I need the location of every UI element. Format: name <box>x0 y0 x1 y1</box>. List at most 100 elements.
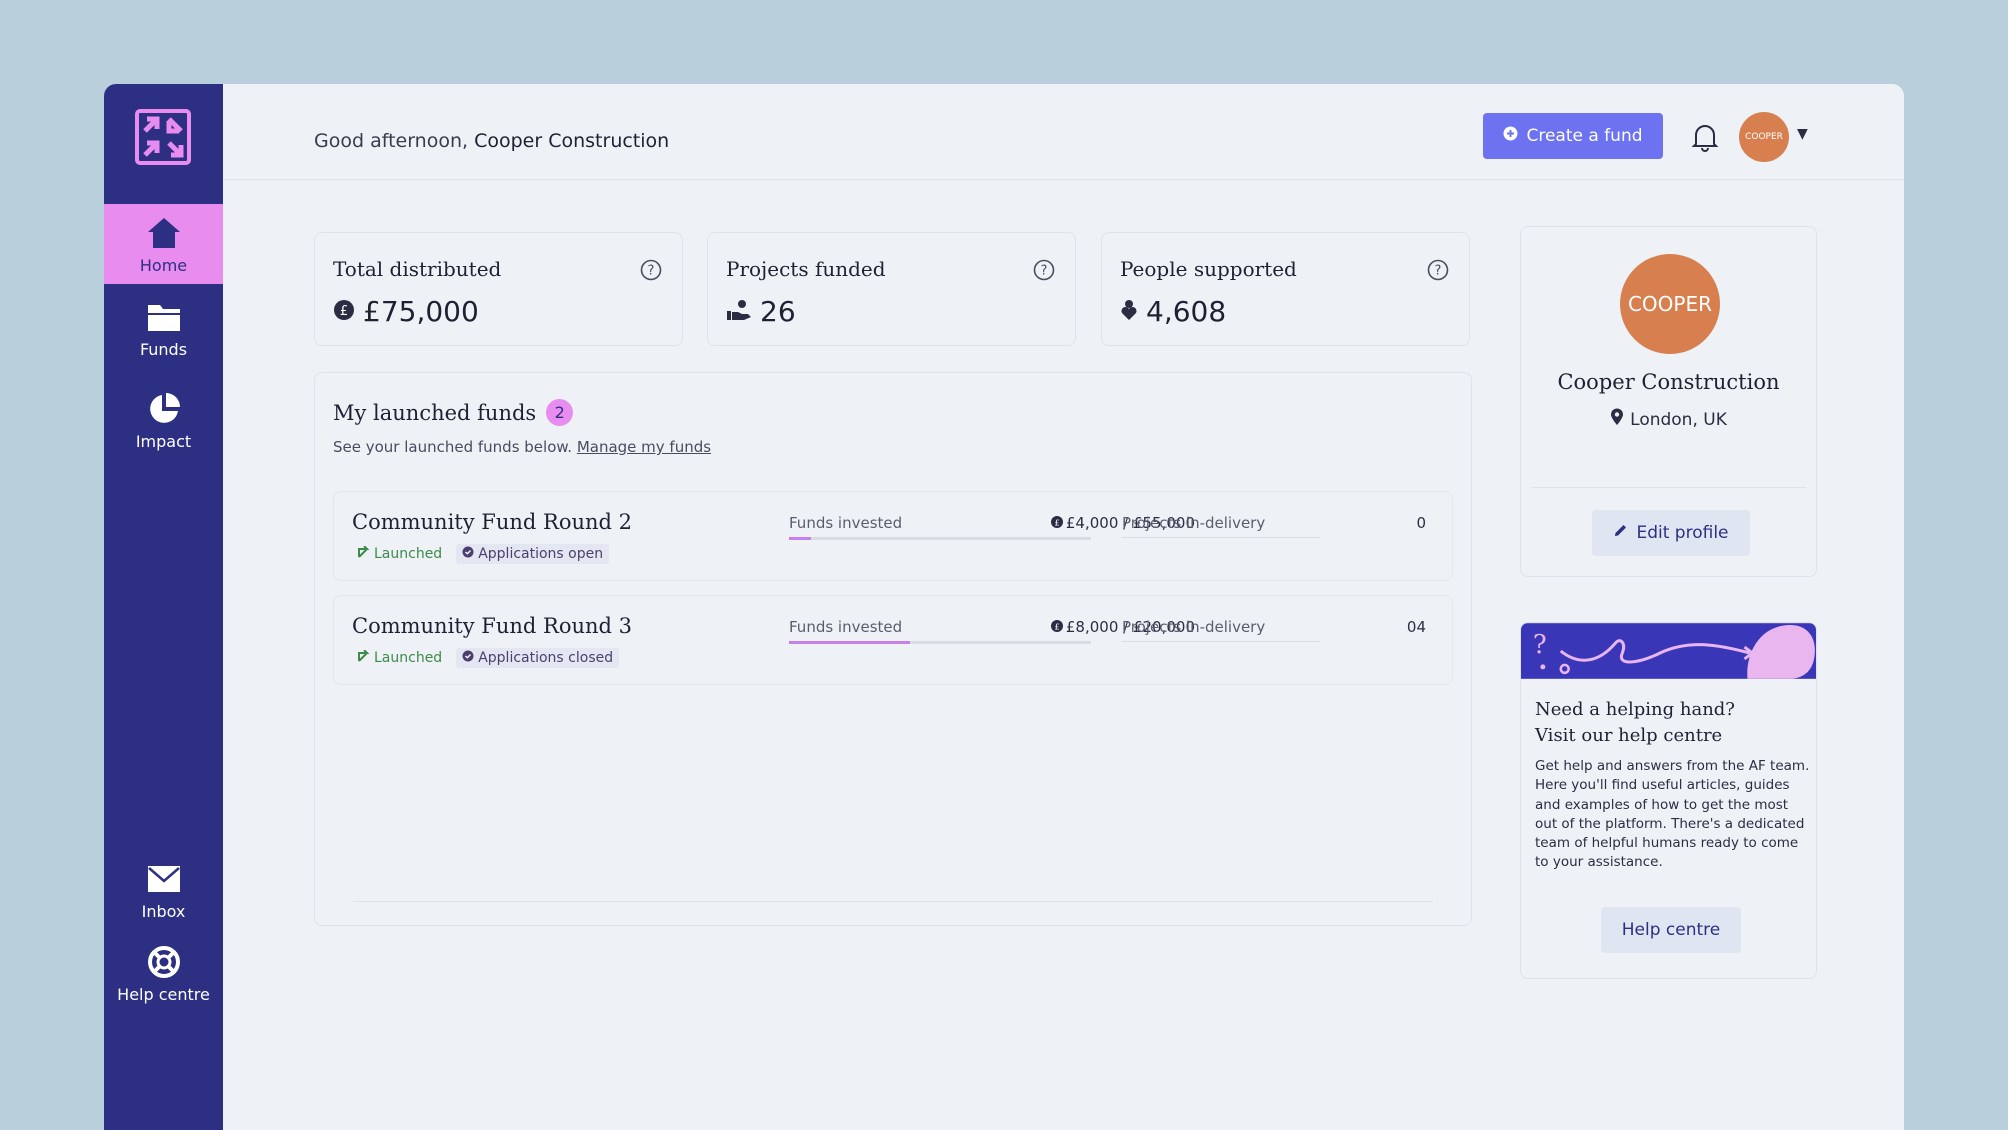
svg-text:?: ? <box>1435 264 1442 279</box>
projects-in-delivery-label: Projects in-delivery <box>1122 514 1266 532</box>
applications-text: Applications open <box>478 546 604 562</box>
pound-coin-icon: £ <box>1050 618 1063 636</box>
pound-coin-icon: £ <box>333 295 355 328</box>
greeting-prefix: Good afternoon, <box>314 130 469 152</box>
stat-value: £ £75,000 <box>333 295 479 328</box>
avatar-text: COOPER <box>1745 132 1783 142</box>
fund-name: Community Fund Round 2 <box>352 510 633 534</box>
greeting: Good afternoon, Cooper Construction <box>314 130 669 152</box>
invested-amount: £8,000 / £20,000 <box>1065 618 1195 636</box>
map-pin-icon <box>1610 408 1624 431</box>
profile-avatar: COOPER <box>1620 254 1720 354</box>
launched-tag: Launched <box>352 648 448 668</box>
top-bar: Good afternoon, Cooper Construction Crea… <box>223 84 1904 180</box>
applications-tag: Applications closed <box>456 648 620 668</box>
user-avatar[interactable]: COOPER <box>1739 112 1789 162</box>
check-circle-icon <box>462 650 474 666</box>
launched-funds-panel: My launched funds 2 See your launched fu… <box>314 372 1472 926</box>
stat-card-total-distributed: Total distributed £ £75,000 ? <box>314 232 683 346</box>
fund-row[interactable]: Community Fund Round 3 Launched Applicat… <box>333 595 1453 685</box>
invested-amount: £4,000 / £55,000 <box>1065 514 1195 532</box>
envelope-icon <box>145 860 183 898</box>
svg-text:?: ? <box>648 264 655 279</box>
sidebar-item-home[interactable]: Home <box>104 204 223 284</box>
sidebar-item-label: Help centre <box>117 985 210 1004</box>
sidebar-item-impact[interactable]: Impact <box>104 390 223 451</box>
help-centre-button[interactable]: Help centre <box>1601 907 1741 953</box>
svg-text:£: £ <box>1054 623 1059 632</box>
home-icon <box>145 214 183 252</box>
create-fund-label: Create a fund <box>1526 126 1643 146</box>
funds-invested-value: £ £4,000 / £55,000 <box>1050 514 1195 532</box>
applications-tag: Applications open <box>456 544 610 564</box>
subtitle-text: See your launched funds below. <box>333 438 573 456</box>
fund-tags: Launched Applications open <box>352 544 610 564</box>
fund-tags: Launched Applications closed <box>352 648 620 668</box>
stat-number: 4,608 <box>1146 295 1227 328</box>
stat-label: Projects funded <box>726 257 886 281</box>
status-text: Launched <box>374 546 443 562</box>
folder-icon <box>145 298 183 336</box>
sidebar-item-inbox[interactable]: Inbox <box>104 860 223 921</box>
stat-number: 26 <box>760 295 796 328</box>
manage-funds-link[interactable]: Manage my funds <box>576 438 712 456</box>
pie-chart-icon <box>145 390 183 428</box>
location-text: London, UK <box>1630 409 1727 430</box>
funds-invested-progress <box>789 537 1091 540</box>
chevron-down-icon[interactable]: ▼ <box>1797 126 1808 142</box>
help-card-title: Need a helping hand? Visit our help cent… <box>1535 697 1805 749</box>
app-window: Home Funds Impact Inbox Help centre <box>104 84 1904 1130</box>
fund-row[interactable]: Community Fund Round 2 Launched Applicat… <box>333 491 1453 581</box>
avatar-text: COOPER <box>1627 292 1713 316</box>
app-logo[interactable] <box>135 109 191 165</box>
divider <box>1531 487 1806 488</box>
divider-line <box>1122 537 1320 538</box>
funds-invested-value: £ £8,000 / £20,000 <box>1050 618 1195 636</box>
question-icon[interactable]: ? <box>1427 259 1449 281</box>
panel-divider <box>353 901 1433 902</box>
profile-name: Cooper Construction <box>1557 370 1780 394</box>
pound-coin-icon: £ <box>1050 514 1063 532</box>
projects-in-delivery-value: 0 <box>1416 514 1426 532</box>
svg-text:£: £ <box>340 304 348 319</box>
profile-location: London, UK <box>1521 408 1816 431</box>
bell-icon[interactable] <box>1691 122 1719 152</box>
question-icon[interactable]: ? <box>1033 259 1055 281</box>
trend-up-icon <box>358 545 370 562</box>
sidebar-item-label: Impact <box>135 432 192 451</box>
person-heart-icon <box>1120 295 1138 328</box>
projects-in-delivery-value: 04 <box>1406 618 1426 636</box>
lifebuoy-icon <box>145 943 183 981</box>
svg-text:?: ? <box>1041 264 1048 279</box>
help-card-text: Get help and answers from the AF team. H… <box>1535 758 1810 871</box>
launched-funds-subtitle: See your launched funds below. Manage my… <box>333 438 711 456</box>
help-banner-illustration: ? <box>1521 623 1816 679</box>
create-fund-button[interactable]: Create a fund <box>1483 113 1663 159</box>
help-title-line: Visit our help centre <box>1535 725 1723 746</box>
fund-name: Community Fund Round 3 <box>352 614 633 638</box>
progress-fill <box>789 641 910 644</box>
launched-funds-heading: My launched funds <box>333 400 537 425</box>
help-centre-label: Help centre <box>1621 920 1721 940</box>
applications-text: Applications closed <box>478 650 614 666</box>
sidebar-item-funds[interactable]: Funds <box>104 298 223 359</box>
trend-up-icon <box>358 649 370 666</box>
stat-card-projects-funded: Projects funded 26 ? <box>707 232 1076 346</box>
count-badge: 2 <box>546 399 574 426</box>
launched-tag: Launched <box>352 544 448 564</box>
status-text: Launched <box>374 650 443 666</box>
edit-profile-button[interactable]: Edit profile <box>1592 510 1750 556</box>
svg-text:£: £ <box>1054 519 1059 528</box>
question-icon[interactable]: ? <box>640 259 662 281</box>
funds-invested-label: Funds invested <box>789 514 903 532</box>
hand-coins-icon <box>726 295 752 328</box>
edit-profile-label: Edit profile <box>1636 523 1729 543</box>
sidebar-item-help-centre[interactable]: Help centre <box>104 943 223 1004</box>
help-title-line: Need a helping hand? <box>1535 699 1735 720</box>
profile-card: COOPER Cooper Construction London, UK Ed… <box>1520 226 1817 577</box>
check-circle-icon <box>462 546 474 562</box>
pencil-icon <box>1613 523 1628 543</box>
sidebar-item-label: Funds <box>139 340 188 359</box>
sidebar: Home Funds Impact Inbox Help centre <box>104 84 223 1130</box>
help-centre-card: ? Need a helping hand? Visit our help ce… <box>1520 622 1817 979</box>
